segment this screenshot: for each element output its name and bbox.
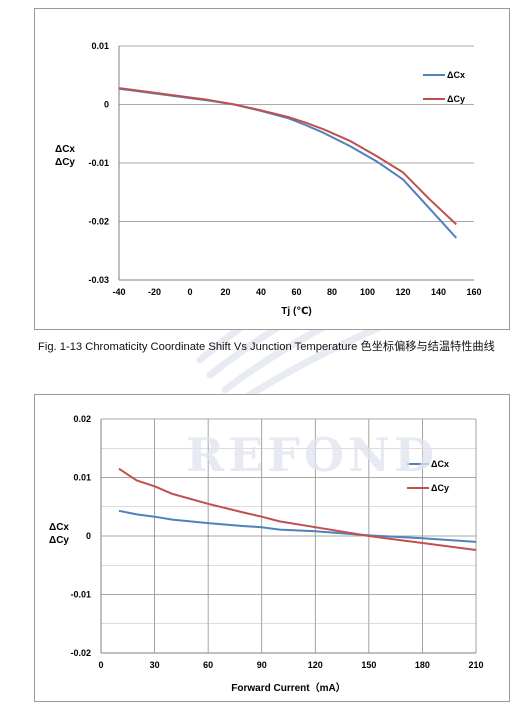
chart-current-svg: 0.02 0.01 0 -0.01 -0.02 0 30 60 90 120 150 180 210 Fo…: [49, 414, 484, 694]
x-tick-label: 180: [415, 660, 430, 670]
y-tick-label: -0.01: [88, 158, 109, 168]
y-axis-label: ΔCx: [49, 522, 69, 533]
y-tick-label: -0.02: [88, 217, 109, 227]
x-tick-label: 90: [257, 660, 267, 670]
series-line-dcy: [118, 87, 457, 226]
x-tick-label: 100: [360, 287, 375, 297]
figure-caption: Fig. 1-13 Chromaticity Coordinate Shift …: [38, 341, 495, 353]
x-tick-label: 120: [395, 287, 410, 297]
y-tick-label: 0: [104, 100, 109, 110]
x-tick-label: 150: [361, 660, 376, 670]
x-tick-label: -20: [148, 287, 161, 297]
x-axis-label: Forward Current（mA）: [231, 681, 345, 694]
legend-label: ΔCx: [447, 70, 465, 80]
x-tick-label: 210: [468, 660, 483, 670]
x-tick-label: 80: [327, 287, 337, 297]
x-tick-label: 20: [220, 287, 230, 297]
x-tick-label: 160: [466, 287, 481, 297]
y-tick-label: -0.02: [70, 648, 91, 658]
y-tick-label: 0.01: [91, 41, 109, 51]
legend-label: ΔCy: [447, 94, 465, 104]
y-tick-label: -0.03: [88, 275, 109, 285]
x-tick-label: 0: [98, 660, 103, 670]
series-line-dcy: [118, 467, 477, 551]
y-tick-label: 0.01: [73, 473, 91, 483]
legend-label: ΔCx: [431, 459, 449, 469]
chart-temperature-svg: 0.01 0 -0.01 -0.02 -0.03-40 -20 0 20 40 60 80 100 12…: [55, 41, 482, 317]
watermark-logo-text: REFOND: [186, 428, 438, 482]
x-axis-label: Tj (℃): [281, 306, 311, 317]
y-tick-label: 0.02: [73, 414, 91, 424]
x-tick-label: -40: [112, 287, 125, 297]
series-line-dcx: [118, 509, 477, 543]
legend-label: ΔCy: [431, 483, 449, 493]
x-tick-label: 60: [291, 287, 301, 297]
chart-temperature: 0.01 0 -0.01 -0.02 -0.03 -40 -20 0 20 40 60 80 100 12…: [34, 8, 510, 330]
x-tick-label: 40: [256, 287, 266, 297]
y-tick-label: -0.01: [70, 590, 91, 600]
chart-current: 0.02 0.01 0 -0.01 -0.02 0 30 60 90 120 150 180 210 Fo…: [34, 394, 510, 702]
x-tick-label: 140: [431, 287, 446, 297]
x-tick-label: 120: [308, 660, 323, 670]
x-tick-label: 30: [150, 660, 160, 670]
y-tick-label: 0: [86, 531, 91, 541]
y-axis-label: ΔCx: [55, 144, 75, 155]
x-tick-label: 60: [203, 660, 213, 670]
x-tick-label: 0: [187, 287, 192, 297]
y-axis-label: ΔCy: [49, 535, 69, 546]
y-axis-label: ΔCy: [55, 157, 75, 168]
